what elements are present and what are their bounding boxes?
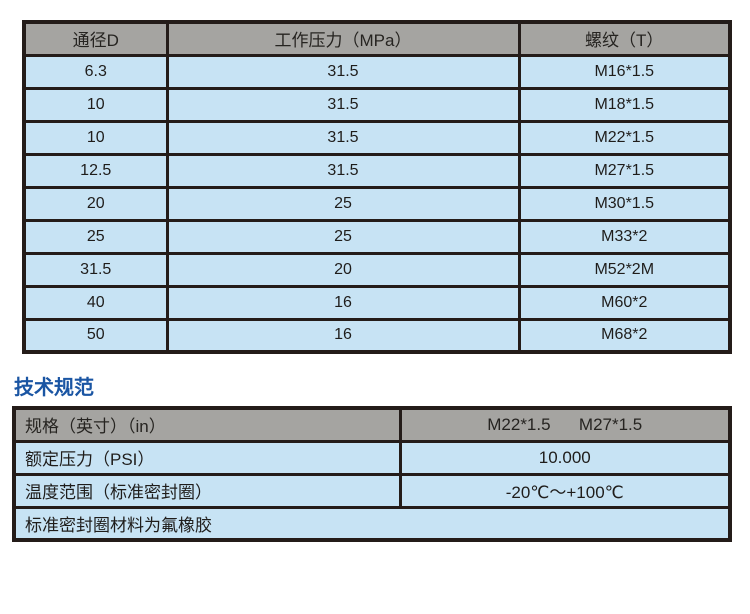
- cell-diameter: 20: [22, 185, 169, 222]
- tech-row-seal-material: 标准密封圈材料为氟橡胶: [12, 505, 732, 542]
- cell-diameter: 31.5: [22, 251, 169, 288]
- table-row: 10 31.5 M18*1.5: [22, 86, 732, 123]
- cell-thread: M27*1.5: [517, 152, 732, 189]
- cell-diameter: 40: [22, 284, 169, 321]
- table-row: 6.3 31.5 M16*1.5: [22, 53, 732, 90]
- header-thread: 螺纹（T）: [517, 20, 732, 57]
- table-row: 25 25 M33*2: [22, 218, 732, 255]
- table-row: 10 31.5 M22*1.5: [22, 119, 732, 156]
- cell-thread: M22*1.5: [517, 119, 732, 156]
- header-working-pressure: 工作压力（MPa）: [165, 20, 521, 57]
- cell-pressure: 31.5: [165, 53, 521, 90]
- tech-row-temperature-range: 温度范围（标准密封圈） -20℃～+100℃: [12, 472, 732, 509]
- cell-pressure: 25: [165, 185, 521, 222]
- spec-table: 通径D 工作压力（MPa） 螺纹（T） 6.3 31.5 M16*1.5 10 …: [22, 20, 732, 354]
- cell-diameter: 10: [22, 119, 169, 156]
- cell-thread: M52*2M: [517, 251, 732, 288]
- cell-diameter: 12.5: [22, 152, 169, 189]
- tech-label-rated-pressure: 额定压力（PSI）: [12, 439, 402, 476]
- cell-thread: M68*2: [517, 317, 732, 354]
- tech-value-spec: M22*1.5 M27*1.5: [398, 406, 732, 443]
- spec-table-header-row: 通径D 工作压力（MPa） 螺纹（T）: [22, 20, 732, 57]
- cell-diameter: 50: [22, 317, 169, 354]
- tech-label-temperature-range: 温度范围（标准密封圈）: [12, 472, 402, 509]
- table-row: 12.5 31.5 M27*1.5: [22, 152, 732, 189]
- tech-value-temperature-range: -20℃～+100℃: [398, 472, 732, 509]
- tech-value-rated-pressure: 10.000: [398, 439, 732, 476]
- cell-pressure: 20: [165, 251, 521, 288]
- cell-thread: M60*2: [517, 284, 732, 321]
- cell-pressure: 31.5: [165, 119, 521, 156]
- tech-row-rated-pressure: 额定压力（PSI） 10.000: [12, 439, 732, 476]
- cell-thread: M30*1.5: [517, 185, 732, 222]
- cell-diameter: 10: [22, 86, 169, 123]
- cell-diameter: 6.3: [22, 53, 169, 90]
- cell-thread: M33*2: [517, 218, 732, 255]
- cell-diameter: 25: [22, 218, 169, 255]
- table-row: 20 25 M30*1.5: [22, 185, 732, 222]
- tech-spec-table: 规格（英寸）（in） M22*1.5 M27*1.5 额定压力（PSI） 10.…: [12, 406, 732, 542]
- cell-pressure: 16: [165, 317, 521, 354]
- cell-pressure: 31.5: [165, 86, 521, 123]
- cell-pressure: 16: [165, 284, 521, 321]
- table-row: 40 16 M60*2: [22, 284, 732, 321]
- table-row: 50 16 M68*2: [22, 317, 732, 354]
- tech-spec-heading: 技术规范: [14, 377, 94, 399]
- tech-row-spec: 规格（英寸）（in） M22*1.5 M27*1.5: [12, 406, 732, 443]
- tech-note-seal-material: 标准密封圈材料为氟橡胶: [12, 505, 732, 542]
- table-row: 31.5 20 M52*2M: [22, 251, 732, 288]
- cell-pressure: 25: [165, 218, 521, 255]
- cell-thread: M16*1.5: [517, 53, 732, 90]
- tech-label-spec: 规格（英寸）（in）: [12, 406, 402, 443]
- header-diameter: 通径D: [22, 20, 169, 57]
- cell-pressure: 31.5: [165, 152, 521, 189]
- cell-thread: M18*1.5: [517, 86, 732, 123]
